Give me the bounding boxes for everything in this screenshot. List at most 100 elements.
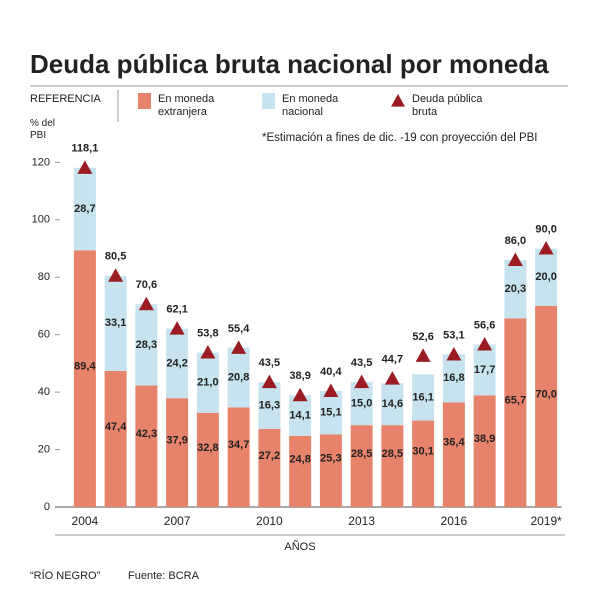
data-label: 14,1: [289, 409, 310, 421]
legend-label: Deuda pública bruta: [412, 93, 483, 118]
y-tick-label: 20: [38, 443, 50, 455]
data-label: 17,7: [474, 364, 495, 376]
total-marker: [77, 160, 93, 174]
total-marker: [415, 348, 431, 362]
y-tick-label: 120: [32, 156, 50, 168]
bar-segment: [412, 374, 435, 421]
bar-segment: [504, 260, 527, 319]
data-label: 36,4: [443, 437, 465, 449]
y-tick-label: 0: [44, 501, 50, 513]
bar-segment: [227, 407, 250, 507]
data-label: 70,0: [535, 388, 556, 400]
bar-segment: [227, 347, 250, 408]
x-axis-label: AÑOS: [284, 540, 315, 553]
data-label: 16,3: [259, 399, 280, 411]
data-label: 34,7: [228, 439, 249, 451]
data-label: 43,5: [259, 357, 280, 369]
data-label: 42,3: [136, 428, 157, 440]
data-label: 16,1: [412, 391, 433, 403]
bar-segment: [258, 382, 281, 429]
bar-segment: [104, 370, 127, 507]
data-label: 80,5: [105, 251, 126, 263]
total-marker: [138, 296, 154, 311]
total-marker: [354, 374, 370, 389]
x-tick-label: 2010: [256, 514, 283, 528]
data-label: 70,6: [136, 279, 157, 291]
x-tick-label: 2007: [164, 514, 191, 528]
data-label: 38,9: [474, 433, 495, 445]
data-label: 55,4: [228, 323, 250, 335]
data-label: 30,1: [412, 446, 433, 458]
bar-segment: [412, 420, 435, 507]
bar-segment: [135, 304, 158, 386]
bar-segment: [442, 354, 465, 403]
legend-label: En moneda extranjera: [158, 93, 215, 118]
x-tick-label: 2016: [441, 514, 468, 528]
total-marker: [292, 387, 308, 402]
bar-segment: [473, 395, 496, 507]
data-label: 37,9: [166, 434, 187, 446]
data-label: 52,6: [412, 331, 433, 343]
total-marker: [200, 344, 216, 359]
bar-segment: [535, 248, 558, 306]
total-marker: [323, 383, 339, 397]
data-label: 21,0: [197, 377, 218, 389]
note: *Estimación a fines de dic. -19 con proy…: [262, 132, 538, 144]
data-label: 24,2: [166, 357, 187, 369]
x-tick-label: 2019*: [530, 514, 562, 528]
data-label: 20,3: [505, 283, 526, 295]
data-label: 28,3: [136, 339, 157, 351]
y-tick-label: 60: [38, 329, 50, 341]
total-marker: [261, 374, 277, 389]
data-label: 118,1: [71, 143, 98, 155]
total-marker: [538, 241, 554, 255]
data-label: 20,0: [535, 271, 556, 283]
bar-segment: [289, 395, 312, 436]
total-marker: [446, 346, 462, 361]
y-axis-label: % del PBI: [30, 118, 56, 141]
data-label: 86,0: [505, 235, 526, 247]
bar-segment: [104, 275, 127, 371]
bar-segment: [166, 398, 189, 507]
data-label: 28,5: [351, 448, 372, 460]
legend-swatch: [391, 94, 405, 107]
data-label: 15,1: [320, 407, 341, 419]
total-marker: [108, 268, 124, 282]
legend-title: REFERENCIA: [30, 93, 102, 105]
data-label: 27,2: [259, 450, 280, 462]
legend-swatch: [262, 93, 275, 109]
bar-segment: [319, 390, 342, 435]
data-label: 53,8: [197, 327, 218, 339]
bar-segment: [504, 318, 527, 507]
bar-segment: [289, 435, 312, 507]
data-label: 43,5: [351, 357, 372, 369]
data-label: 47,4: [105, 421, 127, 433]
total-marker: [477, 336, 493, 351]
data-label: 25,3: [320, 453, 341, 465]
bar-segment: [381, 425, 404, 507]
data-label: 24,8: [289, 453, 310, 465]
bar-segment: [473, 344, 496, 396]
bar-segment: [196, 352, 219, 413]
data-label: 89,4: [74, 361, 96, 373]
source-left: “RÍO NEGRO”: [30, 569, 101, 582]
bar-segment: [166, 328, 189, 399]
bar-segment: [258, 428, 281, 507]
data-label: 28,5: [382, 448, 403, 460]
data-label: 15,0: [351, 398, 372, 410]
legend-swatch: [138, 93, 151, 109]
data-label: 44,7: [382, 354, 403, 366]
total-marker: [169, 321, 185, 335]
data-label: 28,7: [74, 203, 95, 215]
data-label: 56,6: [474, 319, 495, 331]
bar-segment: [350, 382, 373, 426]
x-tick-label: 2004: [72, 514, 99, 528]
bar-segment: [442, 402, 465, 507]
data-label: 38,9: [289, 370, 310, 382]
data-label: 40,4: [320, 366, 342, 378]
data-label: 33,1: [105, 317, 126, 329]
bar-segment: [381, 383, 404, 426]
y-tick-label: 80: [38, 271, 50, 283]
